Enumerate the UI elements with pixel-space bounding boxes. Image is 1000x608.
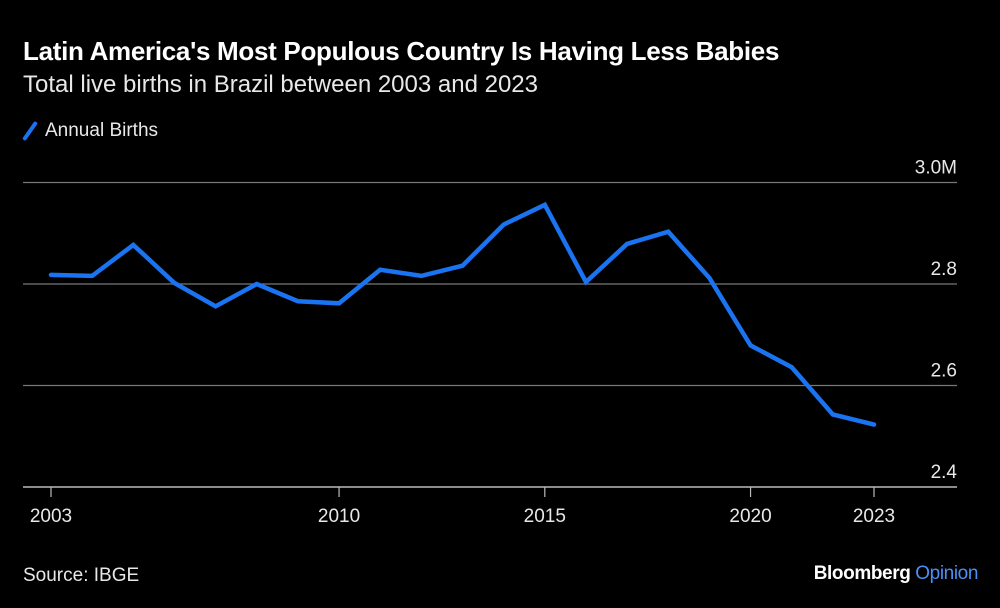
x-tick-label: 2020	[729, 506, 771, 527]
source-note: Source: IBGE	[23, 565, 140, 586]
x-tick-label: 2010	[318, 506, 360, 527]
series-line-annual-births	[48, 201, 877, 427]
y-tick-label: 3.0M	[915, 158, 957, 179]
y-tick-label: 2.6	[931, 361, 957, 382]
legend: Annual Births	[23, 120, 158, 142]
y-tick-label: 2.8	[931, 259, 957, 280]
y-tick-label: 2.4	[931, 462, 958, 483]
brand-suffix: Opinion	[915, 563, 978, 584]
chart-subtitle: Total live births in Brazil between 2003…	[23, 71, 538, 98]
brand-name: Bloomberg	[813, 563, 911, 584]
x-tick-label: 2023	[853, 506, 895, 527]
chart-title: Latin America's Most Populous Country Is…	[23, 36, 780, 66]
brand-logo: Bloomberg Opinion	[813, 563, 979, 585]
x-tick-label: 2003	[30, 506, 72, 527]
legend-label: Annual Births	[45, 120, 159, 141]
x-tick-label: 2015	[524, 506, 566, 527]
